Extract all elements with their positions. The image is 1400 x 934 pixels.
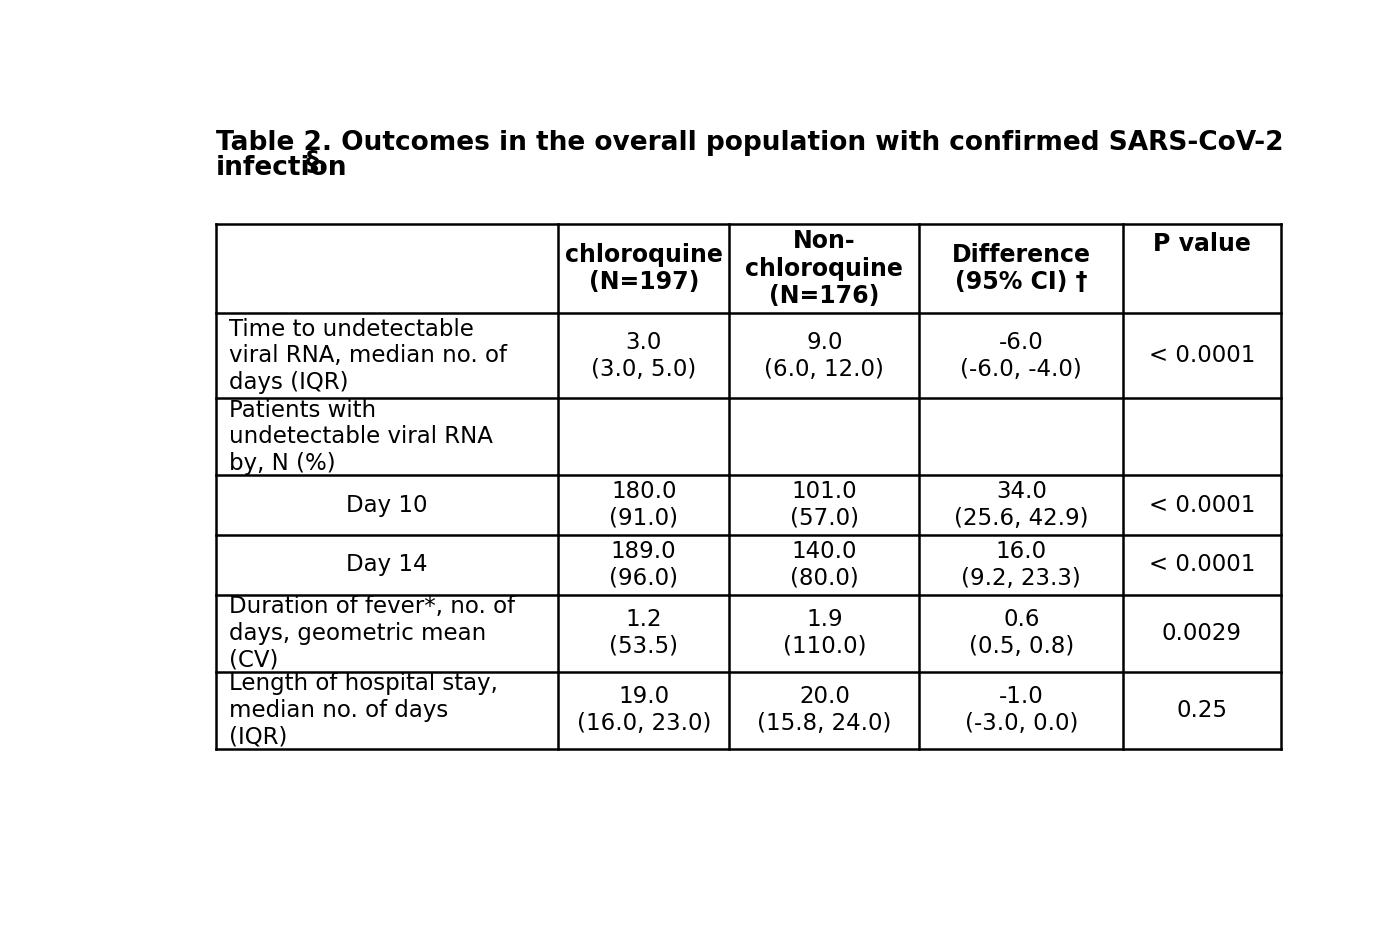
Text: infection: infection <box>216 155 347 181</box>
Text: 19.0
(16.0, 23.0): 19.0 (16.0, 23.0) <box>577 686 711 735</box>
Text: chloroquine
(N=197): chloroquine (N=197) <box>564 243 722 294</box>
Text: 189.0
(96.0): 189.0 (96.0) <box>609 540 678 589</box>
Text: 3.0
(3.0, 5.0): 3.0 (3.0, 5.0) <box>591 331 696 381</box>
Text: 16.0
(9.2, 23.3): 16.0 (9.2, 23.3) <box>962 540 1081 589</box>
Text: 9.0
(6.0, 12.0): 9.0 (6.0, 12.0) <box>764 331 885 381</box>
Text: 140.0
(80.0): 140.0 (80.0) <box>790 540 858 589</box>
Text: 0.25: 0.25 <box>1176 699 1228 722</box>
Text: -1.0
(-3.0, 0.0): -1.0 (-3.0, 0.0) <box>965 686 1078 735</box>
Text: 34.0
(25.6, 42.9): 34.0 (25.6, 42.9) <box>953 480 1089 530</box>
Text: Day 14: Day 14 <box>346 553 428 576</box>
Text: < 0.0001: < 0.0001 <box>1149 345 1256 367</box>
Text: Table 2. Outcomes in the overall population with confirmed SARS-CoV-2: Table 2. Outcomes in the overall populat… <box>216 130 1284 156</box>
Text: 0.6
(0.5, 0.8): 0.6 (0.5, 0.8) <box>969 608 1074 658</box>
Text: §.: §. <box>307 150 329 177</box>
Text: < 0.0001: < 0.0001 <box>1149 553 1256 576</box>
Text: 180.0
(91.0): 180.0 (91.0) <box>609 480 678 530</box>
Text: Non-
chloroquine
(N=176): Non- chloroquine (N=176) <box>745 229 903 308</box>
Text: Duration of fever*, no. of
days, geometric mean
(CV): Duration of fever*, no. of days, geometr… <box>230 595 515 672</box>
Text: 0.0029: 0.0029 <box>1162 622 1242 644</box>
Text: -6.0
(-6.0, -4.0): -6.0 (-6.0, -4.0) <box>960 331 1082 381</box>
Text: 1.2
(53.5): 1.2 (53.5) <box>609 608 678 658</box>
Text: Day 10: Day 10 <box>346 493 428 517</box>
Text: 1.9
(110.0): 1.9 (110.0) <box>783 608 867 658</box>
Text: 20.0
(15.8, 24.0): 20.0 (15.8, 24.0) <box>757 686 892 735</box>
Text: Difference
(95% CI) †: Difference (95% CI) † <box>952 243 1091 294</box>
Text: P value: P value <box>1154 233 1250 256</box>
Text: Time to undetectable
viral RNA, median no. of
days (IQR): Time to undetectable viral RNA, median n… <box>230 318 507 394</box>
Text: Patients with
undetectable viral RNA
by, N (%): Patients with undetectable viral RNA by,… <box>230 399 493 474</box>
Text: 101.0
(57.0): 101.0 (57.0) <box>790 480 858 530</box>
Text: Length of hospital stay,
median no. of days
(IQR): Length of hospital stay, median no. of d… <box>230 672 498 748</box>
Text: < 0.0001: < 0.0001 <box>1149 493 1256 517</box>
